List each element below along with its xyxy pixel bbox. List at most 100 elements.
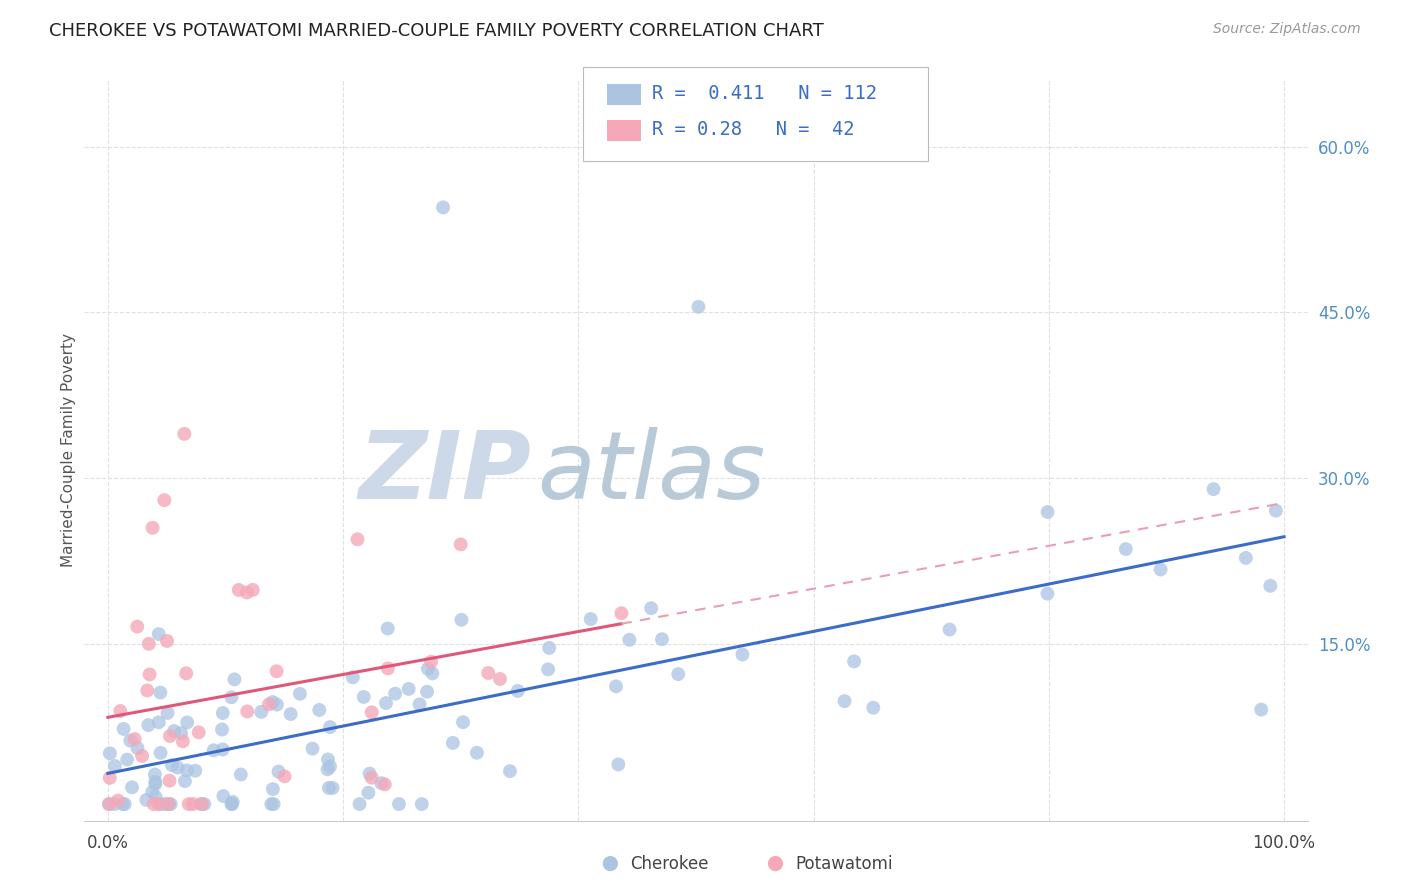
Point	[1115, 542, 1137, 557]
Point	[499, 764, 522, 779]
Point	[221, 797, 243, 811]
Point	[1260, 579, 1282, 593]
Point	[229, 767, 252, 781]
Point	[640, 601, 662, 615]
Point	[156, 634, 179, 648]
Point	[155, 797, 177, 811]
Point	[174, 774, 197, 789]
Point	[761, 866, 783, 880]
Point	[731, 648, 754, 662]
Point	[353, 690, 375, 704]
Point	[173, 426, 195, 441]
Point	[842, 654, 865, 668]
Point	[451, 715, 474, 730]
Point	[114, 797, 136, 811]
Point	[375, 696, 398, 710]
Point	[450, 613, 472, 627]
Point	[156, 706, 179, 720]
Point	[131, 748, 153, 763]
Point	[422, 666, 444, 681]
Point	[301, 741, 323, 756]
Point	[222, 795, 245, 809]
Point	[124, 732, 146, 747]
Point	[349, 797, 371, 811]
Point	[127, 619, 149, 633]
Point	[141, 785, 163, 799]
Point	[322, 780, 344, 795]
Point	[370, 776, 392, 790]
Point	[263, 797, 285, 811]
Point	[316, 762, 339, 776]
Point	[191, 797, 214, 811]
Point	[1250, 703, 1272, 717]
Point	[489, 672, 512, 686]
Point	[420, 655, 443, 669]
Point	[538, 640, 561, 655]
Point	[135, 793, 157, 807]
Point	[1202, 482, 1225, 496]
Y-axis label: Married-Couple Family Poverty: Married-Couple Family Poverty	[60, 334, 76, 567]
Point	[159, 797, 181, 811]
Point	[862, 700, 884, 714]
Point	[142, 797, 165, 811]
Point	[138, 637, 160, 651]
Point	[127, 741, 149, 756]
Point	[136, 718, 159, 732]
Point	[359, 766, 381, 780]
Point	[610, 606, 633, 620]
Point	[411, 797, 433, 811]
Point	[228, 582, 250, 597]
Point	[138, 667, 160, 681]
Point	[236, 585, 259, 599]
Point	[184, 764, 207, 778]
Point	[143, 767, 166, 781]
Point	[408, 698, 430, 712]
Text: CHEROKEE VS POTAWATOMI MARRIED-COUPLE FAMILY POVERTY CORRELATION CHART: CHEROKEE VS POTAWATOMI MARRIED-COUPLE FA…	[49, 22, 824, 40]
Point	[346, 533, 368, 547]
Point	[465, 746, 488, 760]
Point	[98, 771, 121, 785]
Point	[187, 725, 209, 739]
Text: R = 0.28   N =  42: R = 0.28 N = 42	[652, 120, 855, 139]
Point	[398, 681, 420, 696]
Point	[136, 683, 159, 698]
Point	[103, 797, 125, 811]
Point	[98, 747, 121, 761]
Point	[319, 720, 342, 734]
Point	[104, 759, 127, 773]
Point	[377, 661, 399, 675]
Point	[177, 797, 200, 811]
Point	[360, 706, 382, 720]
Point	[651, 632, 673, 647]
Point	[181, 797, 204, 811]
Point	[266, 698, 288, 712]
Point	[374, 777, 396, 791]
Point	[97, 797, 120, 811]
Point	[834, 694, 856, 708]
Point	[319, 759, 342, 773]
Text: Potawatomi: Potawatomi	[794, 855, 893, 872]
Point	[112, 722, 135, 736]
Point	[170, 726, 193, 740]
Point	[212, 789, 235, 803]
Point	[666, 667, 689, 681]
Point	[262, 695, 284, 709]
Point	[221, 797, 243, 811]
Point	[318, 780, 340, 795]
Point	[163, 724, 186, 739]
Text: Source: ZipAtlas.com: Source: ZipAtlas.com	[1213, 22, 1361, 37]
Point	[143, 774, 166, 789]
Point	[450, 537, 472, 551]
Point	[160, 758, 183, 772]
Point	[316, 752, 339, 766]
Point	[1036, 505, 1059, 519]
Point	[111, 797, 134, 811]
Point	[377, 622, 399, 636]
Point	[242, 582, 264, 597]
Point	[342, 670, 364, 684]
Point	[537, 662, 560, 676]
Point	[288, 687, 311, 701]
Point	[1036, 586, 1059, 600]
Point	[110, 704, 132, 718]
Point	[159, 729, 181, 743]
